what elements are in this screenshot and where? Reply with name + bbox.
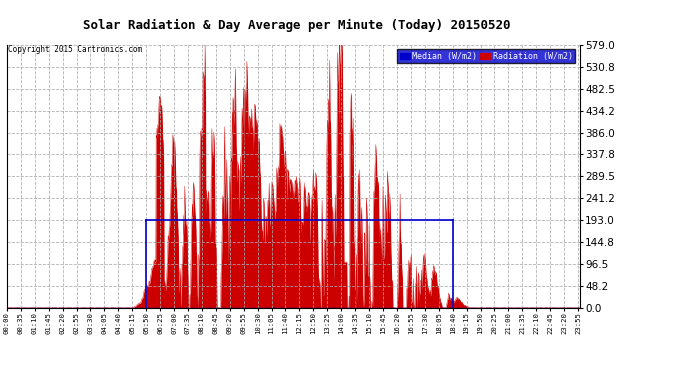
Text: Solar Radiation & Day Average per Minute (Today) 20150520: Solar Radiation & Day Average per Minute…	[83, 19, 511, 32]
Legend: Median (W/m2), Radiation (W/m2): Median (W/m2), Radiation (W/m2)	[397, 49, 575, 63]
Text: Copyright 2015 Cartronics.com: Copyright 2015 Cartronics.com	[8, 45, 142, 54]
